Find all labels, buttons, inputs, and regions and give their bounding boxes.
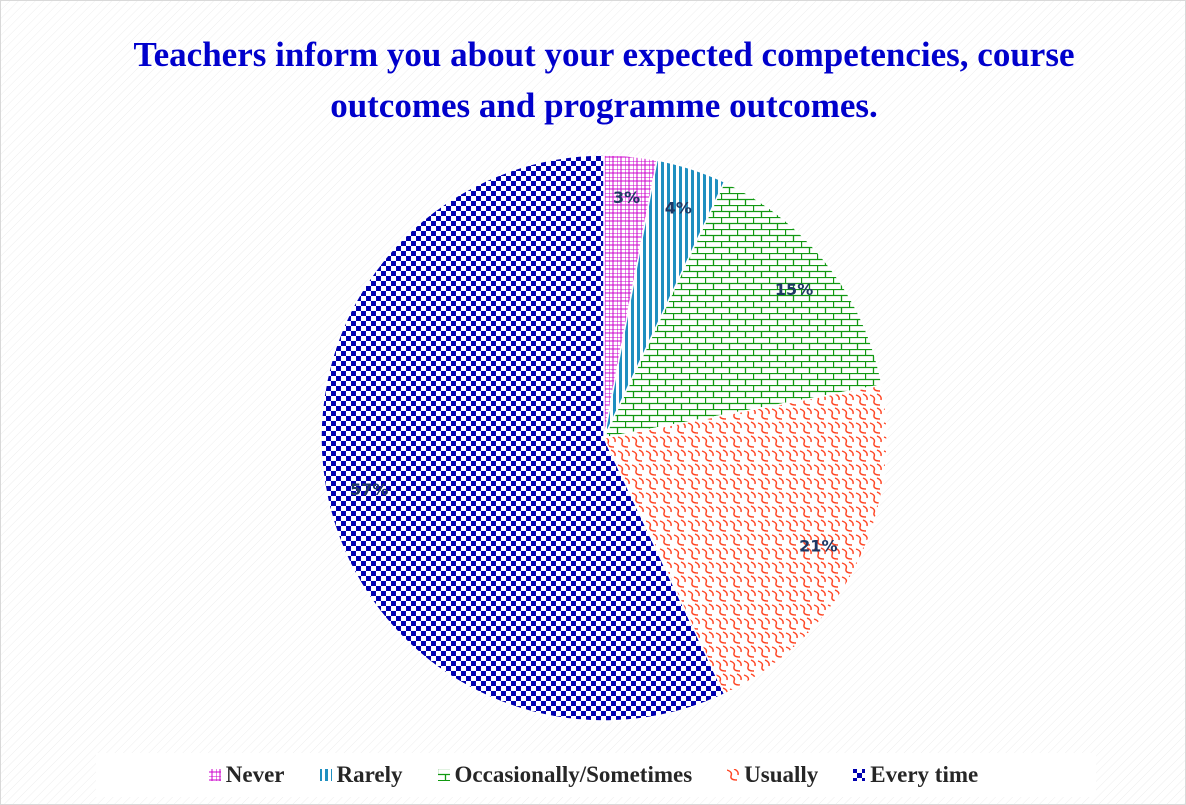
legend-swatch-fill (437, 769, 450, 781)
legend-swatch (208, 769, 221, 781)
legend-item: Rarely (319, 762, 403, 788)
legend-background (96, 753, 1096, 797)
legend-label: Rarely (336, 762, 403, 787)
data-label: 4% (665, 199, 692, 218)
pie-slice (602, 384, 888, 696)
chart-title: Teachers inform you about your expected … (133, 35, 1075, 125)
data-label: 15% (775, 280, 813, 299)
legend-label: Occasionally/Sometimes (454, 762, 693, 787)
legend-item: Occasionally/Sometimes (437, 762, 693, 788)
legend-swatch-fill (208, 769, 221, 781)
legend-swatch (437, 769, 450, 781)
legend-item: Never (208, 762, 285, 788)
legend-swatch-fill (727, 769, 740, 781)
pie-slice (320, 154, 726, 722)
legend-item: Every time (852, 762, 978, 788)
legend-label: Never (225, 762, 285, 787)
legend-swatch-fill (853, 769, 866, 781)
legend-label: Usually (744, 762, 819, 787)
legend-label: Every time (870, 762, 979, 787)
legend-swatch (853, 769, 866, 781)
legend: Never Rarely Occasionally/Sometimes Usually… (1, 757, 1185, 793)
pie-slice (602, 180, 883, 440)
legend-swatch (727, 769, 740, 781)
legend-item: Usually (726, 762, 818, 788)
data-label: 57% (350, 480, 388, 499)
data-label: 21% (799, 537, 837, 556)
data-label: 3% (613, 188, 640, 207)
legend-swatch (319, 769, 332, 781)
legend-swatch-fill (319, 769, 332, 781)
